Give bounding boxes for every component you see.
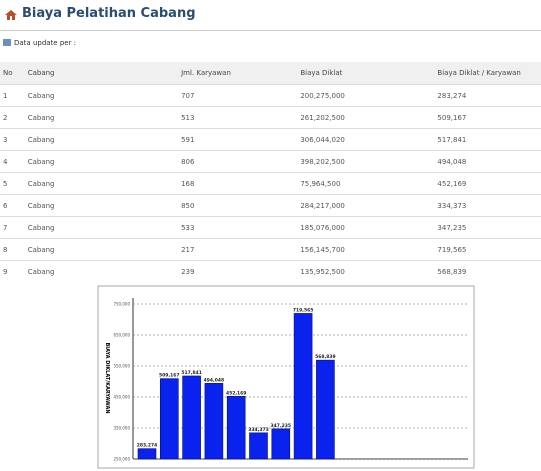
y-axis-label: BIAYA DIKLAT/KARYAWAN <box>104 342 110 413</box>
table-row: 1 Cabang 707 200,275,000 283,274 <box>0 84 541 107</box>
table-row: 5 Cabang 168 75,964,500 452,169 <box>0 172 541 195</box>
table-row: 7 Cabang 533 185,076,000 347,235 <box>0 216 541 239</box>
table-cell: Cabang <box>27 260 182 282</box>
table-cell: 284,217,000 <box>300 194 438 217</box>
bar <box>226 396 246 460</box>
table-cell: 850 <box>181 194 301 217</box>
table-row: 3 Cabang 591 306,044,020 517,841 <box>0 128 541 151</box>
table-cell: 513 <box>181 106 301 129</box>
data-table: No Cabang Jml. Karyawan Biaya Diklat Biaya D… <box>0 62 541 282</box>
table-cell: 4 <box>0 150 28 173</box>
table-cell: 6 <box>0 194 28 217</box>
table-cell: 707 <box>181 84 301 107</box>
table-cell: 5 <box>0 172 28 195</box>
table-cell: 517,841 <box>437 128 541 151</box>
bar <box>182 375 201 460</box>
table-cell: 239 <box>181 260 301 282</box>
table-cell: 494,048 <box>437 150 541 173</box>
table-cell: 719,565 <box>437 238 541 261</box>
table-cell: 156,145,700 <box>300 238 438 261</box>
table-cell: Cabang <box>27 128 182 151</box>
table-cell: 306,044,020 <box>300 128 438 151</box>
table-cell: 8 <box>0 238 28 261</box>
data-label: 494,048 <box>204 377 225 383</box>
table-cell: Cabang <box>27 84 182 107</box>
y-tick-label: 250,000 <box>113 457 130 462</box>
table-row: 6 Cabang 850 284,217,000 334,373 <box>0 194 541 217</box>
table-row: 4 Cabang 806 398,202,500 494,048 <box>0 150 541 173</box>
page-title: Biaya Pelatihan Cabang <box>22 6 196 21</box>
table-cell: Cabang <box>27 106 182 129</box>
data-label: 283,274 <box>137 443 158 449</box>
table-cell: 591 <box>181 128 301 151</box>
bar <box>271 428 291 460</box>
table-row: 8 Cabang 217 156,145,700 719,565 <box>0 238 541 261</box>
column-header: Cabang <box>27 62 182 85</box>
table-cell: 200,275,000 <box>300 84 438 107</box>
table-cell: 217 <box>181 238 301 261</box>
table-cell: 261,202,500 <box>300 106 438 129</box>
bar <box>249 432 268 460</box>
column-header: Biaya Diklat <box>300 62 438 85</box>
table-cell: Cabang <box>27 150 182 173</box>
bar <box>293 313 313 460</box>
table-cell: 75,964,500 <box>300 172 438 195</box>
table-cell: 398,202,500 <box>300 150 438 173</box>
table-cell: 283,274 <box>437 84 541 107</box>
table-cell: 1 <box>0 84 28 107</box>
table-cell: 334,373 <box>437 194 541 217</box>
data-label: 452,169 <box>226 390 247 396</box>
table-cell: Cabang <box>27 172 182 195</box>
y-tick-label: 550,000 <box>113 364 130 369</box>
table-cell: 533 <box>181 216 301 239</box>
table-cell: Cabang <box>27 238 182 261</box>
column-header: Jml. Karyawan <box>181 62 301 85</box>
table-row: 9 Cabang 239 135,952,500 568,839 <box>0 260 541 282</box>
table-cell: Cabang <box>27 194 182 217</box>
bar <box>137 448 157 460</box>
y-tick-label: 650,000 <box>113 333 130 338</box>
update-text: Data update per : <box>14 39 77 47</box>
table-cell: 3 <box>0 128 28 151</box>
y-tick-label: 450,000 <box>113 395 130 400</box>
table-cell: 168 <box>181 172 301 195</box>
data-label: 719,565 <box>293 307 314 313</box>
update-icon <box>3 39 11 46</box>
header-row: No Cabang Jml. Karyawan Biaya Diklat Biaya D… <box>0 62 541 85</box>
table-cell: 568,839 <box>437 260 541 282</box>
table-cell: 347,235 <box>437 216 541 239</box>
data-label: 517,841 <box>181 370 202 376</box>
data-label: 509,167 <box>159 373 180 379</box>
data-label: 334,373 <box>248 427 269 433</box>
table-cell: 185,076,000 <box>300 216 438 239</box>
column-header: Biaya Diklat / Karyawan <box>437 62 541 85</box>
chart-frame <box>97 285 475 469</box>
bar <box>160 378 179 460</box>
table-cell: 452,169 <box>437 172 541 195</box>
table-cell: Cabang <box>27 216 182 239</box>
table-cell: 509,167 <box>437 106 541 129</box>
bar <box>316 359 335 460</box>
column-header: No <box>0 62 28 85</box>
table-cell: 135,952,500 <box>300 260 438 282</box>
home-icon <box>5 10 17 20</box>
bar <box>204 383 224 460</box>
table-cell: 7 <box>0 216 28 239</box>
table-cell: 9 <box>0 260 28 282</box>
table-cell: 806 <box>181 150 301 173</box>
data-label: 568,839 <box>315 354 336 360</box>
data-label: 347,235 <box>271 423 292 429</box>
table-row: 2 Cabang 513 261,202,500 509,167 <box>0 106 541 129</box>
divider <box>0 30 541 31</box>
y-tick-label: 350,000 <box>113 426 130 431</box>
y-tick-label: 750,000 <box>113 302 130 307</box>
table-cell: 2 <box>0 106 28 129</box>
